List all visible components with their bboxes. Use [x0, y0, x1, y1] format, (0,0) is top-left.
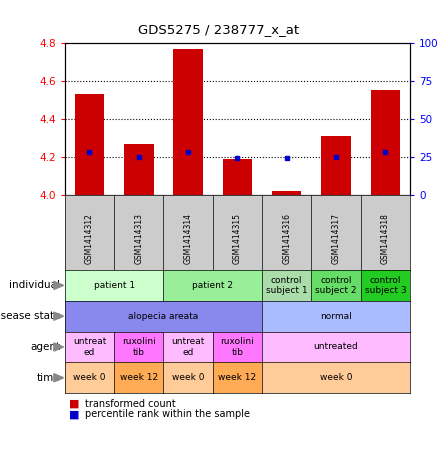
Text: ruxolini
tib: ruxolini tib [122, 337, 155, 357]
Text: time: time [37, 373, 60, 383]
Text: week 12: week 12 [120, 373, 158, 382]
Text: week 12: week 12 [218, 373, 257, 382]
Text: week 0: week 0 [320, 373, 352, 382]
Text: control
subject 2: control subject 2 [315, 276, 357, 295]
Text: ■: ■ [69, 399, 80, 409]
Text: untreated: untreated [314, 342, 358, 352]
Text: percentile rank within the sample: percentile rank within the sample [85, 410, 250, 419]
Text: disease state: disease state [0, 311, 60, 321]
Text: GSM1414313: GSM1414313 [134, 213, 143, 264]
Text: GSM1414316: GSM1414316 [282, 213, 291, 264]
Bar [124, 144, 154, 195]
Text: control
subject 3: control subject 3 [364, 276, 406, 295]
Text: alopecia areata: alopecia areata [128, 312, 198, 321]
Bar [272, 191, 301, 195]
Text: GSM1414317: GSM1414317 [332, 213, 340, 264]
Text: GSM1414314: GSM1414314 [184, 213, 193, 264]
Text: agent: agent [30, 342, 60, 352]
Text: GSM1414315: GSM1414315 [233, 213, 242, 264]
Text: individual: individual [10, 280, 60, 290]
Bar [321, 136, 351, 195]
Text: ruxolini
tib: ruxolini tib [220, 337, 254, 357]
Bar [371, 91, 400, 195]
Text: untreat
ed: untreat ed [73, 337, 106, 357]
Text: week 0: week 0 [172, 373, 205, 382]
Text: week 0: week 0 [73, 373, 106, 382]
Text: patient 2: patient 2 [192, 281, 233, 290]
Bar [75, 94, 104, 195]
Text: GSM1414312: GSM1414312 [85, 213, 94, 264]
Text: untreat
ed: untreat ed [171, 337, 205, 357]
Text: patient 1: patient 1 [94, 281, 135, 290]
Text: GDS5275 / 238777_x_at: GDS5275 / 238777_x_at [138, 23, 300, 36]
Bar [173, 49, 203, 195]
Text: GSM1414318: GSM1414318 [381, 213, 390, 264]
Text: transformed count: transformed count [85, 399, 175, 409]
Text: normal: normal [320, 312, 352, 321]
Text: ■: ■ [69, 410, 80, 419]
Text: control
subject 1: control subject 1 [266, 276, 307, 295]
Bar [223, 159, 252, 195]
